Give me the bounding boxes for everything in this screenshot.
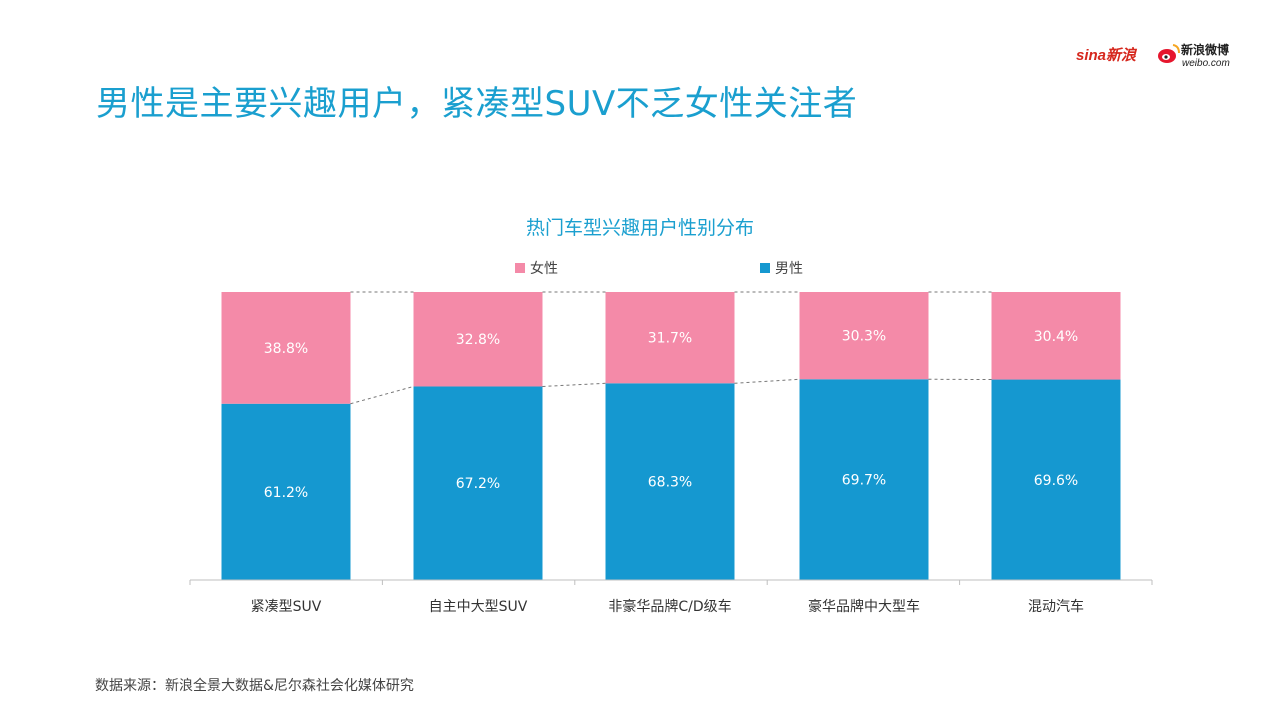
data-label-female-4: 30.4% [1034, 329, 1078, 345]
weibo-logo-cn: 新浪微博 [1181, 42, 1229, 57]
connector-split-2 [734, 378, 800, 384]
category-label-3: 豪华品牌中大型车 [808, 598, 920, 615]
legend-swatch-female [515, 263, 525, 273]
legend-label-male: 男性 [775, 261, 803, 277]
chart-title: 热门车型兴趣用户性别分布 [525, 217, 754, 239]
chart-legend: 女性 男性 [0, 258, 1280, 278]
weibo-logo-url: weibo.com [1182, 58, 1230, 69]
data-label-male-0: 61.2% [264, 485, 308, 501]
category-label-0: 紧凑型SUV [251, 598, 322, 615]
page-title: 男性是主要兴趣用户，紧凑型SUV不乏女性关注者 [96, 84, 858, 124]
weibo-eye-icon [1158, 44, 1180, 63]
category-label-1: 自主中大型SUV [429, 599, 528, 615]
category-label-2: 非豪华品牌C/D级车 [608, 598, 731, 615]
bar-male-4 [991, 379, 1121, 580]
data-label-male-2: 68.3% [648, 475, 692, 491]
bar-female-2 [605, 292, 735, 384]
legend-label-female: 女性 [530, 261, 558, 277]
legend-item-female: 女性 [515, 258, 558, 278]
data-label-female-0: 38.8% [264, 341, 308, 357]
legend-item-male: 男性 [760, 258, 803, 278]
data-label-male-3: 69.7% [842, 473, 886, 489]
bar-male-3 [799, 379, 929, 580]
data-label-female-3: 30.3% [842, 329, 886, 345]
brand-logos: sina新浪 新浪微博 weibo.com [1076, 42, 1230, 69]
bar-male-0 [221, 403, 351, 580]
bar-female-4 [991, 292, 1121, 380]
bar-male-2 [605, 383, 735, 580]
sina-logo: sina新浪 [1076, 46, 1138, 64]
bar-female-1 [413, 292, 543, 387]
connector-split-0 [350, 385, 414, 405]
data-source-note: 数据来源：新浪全景大数据&尼尔森社会化媒体研究 [95, 678, 414, 694]
data-label-female-1: 32.8% [456, 332, 500, 348]
data-label-female-2: 31.7% [648, 331, 692, 347]
bar-male-1 [413, 386, 543, 580]
connector-split-1 [542, 382, 606, 387]
bar-female-0 [221, 292, 351, 404]
bar-female-3 [799, 292, 929, 380]
data-label-male-4: 69.6% [1034, 473, 1078, 489]
category-label-4: 混动汽车 [1028, 598, 1084, 615]
data-label-male-1: 67.2% [456, 476, 500, 492]
legend-swatch-male [760, 263, 770, 273]
